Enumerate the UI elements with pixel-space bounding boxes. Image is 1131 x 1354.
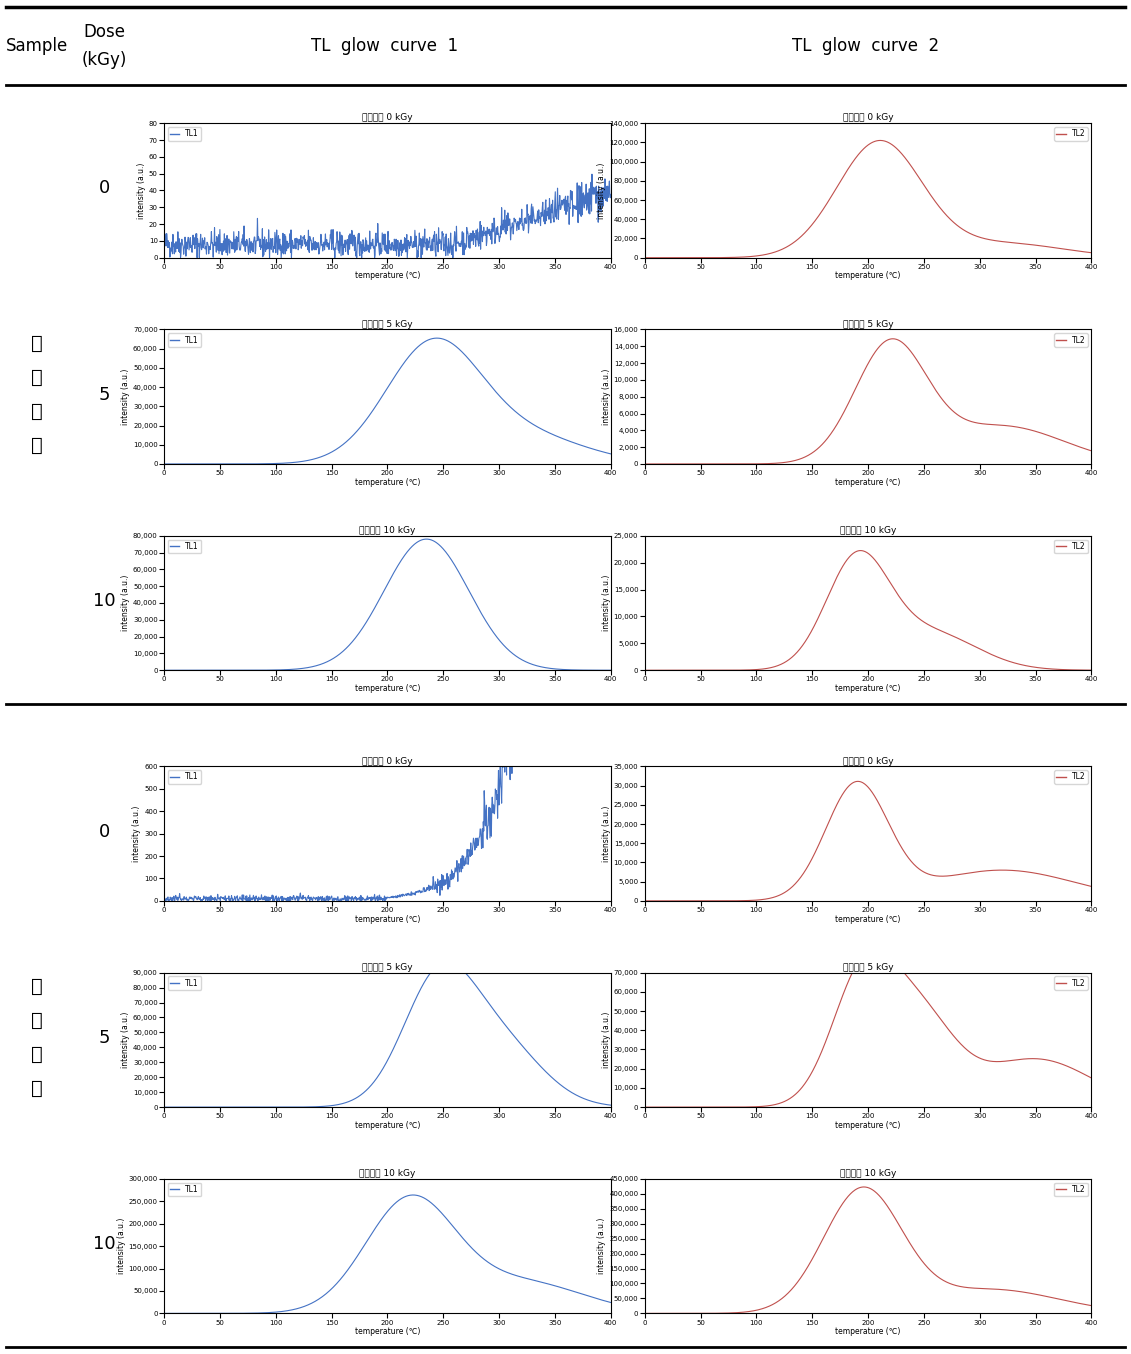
X-axis label: temperature (℃): temperature (℃) bbox=[836, 1121, 900, 1129]
Y-axis label: intensity (a.u.): intensity (a.u.) bbox=[121, 368, 130, 425]
Legend: TL1: TL1 bbox=[167, 1182, 201, 1197]
Y-axis label: intensity (a.u.): intensity (a.u.) bbox=[602, 1011, 611, 1068]
Text: 10: 10 bbox=[93, 1235, 116, 1252]
X-axis label: temperature (℃): temperature (℃) bbox=[355, 1121, 420, 1129]
Legend: TL2: TL2 bbox=[1054, 976, 1088, 990]
Title: 오미자차 10 kGy: 오미자차 10 kGy bbox=[360, 1169, 415, 1178]
X-axis label: temperature (℃): temperature (℃) bbox=[836, 478, 900, 486]
Legend: TL2: TL2 bbox=[1054, 770, 1088, 784]
Legend: TL2: TL2 bbox=[1054, 127, 1088, 141]
Text: 옥
수
수
차: 옥 수 수 차 bbox=[31, 334, 43, 455]
Text: 0: 0 bbox=[100, 823, 110, 841]
Y-axis label: intensity (a.u.): intensity (a.u.) bbox=[602, 368, 611, 425]
Text: TL  glow  curve  2: TL glow curve 2 bbox=[792, 37, 939, 56]
X-axis label: temperature (℃): temperature (℃) bbox=[355, 271, 420, 280]
Text: TL  glow  curve  1: TL glow curve 1 bbox=[311, 37, 458, 56]
Text: Sample: Sample bbox=[6, 37, 68, 56]
Text: 10: 10 bbox=[93, 592, 116, 609]
Text: (kGy): (kGy) bbox=[81, 50, 128, 69]
Y-axis label: intensity (a.u.): intensity (a.u.) bbox=[602, 806, 611, 861]
X-axis label: temperature (℃): temperature (℃) bbox=[355, 684, 420, 693]
Y-axis label: intensity (a.u.): intensity (a.u.) bbox=[132, 806, 141, 861]
Title: 옥수수차 0 kGy: 옥수수차 0 kGy bbox=[843, 114, 893, 122]
X-axis label: temperature (℃): temperature (℃) bbox=[836, 1327, 900, 1336]
Title: 옥수수차 10 kGy: 옥수수차 10 kGy bbox=[360, 525, 415, 535]
Title: 오미자차 0 kGy: 오미자차 0 kGy bbox=[362, 757, 413, 765]
Title: 오미자차 5 kGy: 오미자차 5 kGy bbox=[843, 963, 893, 972]
Legend: TL1: TL1 bbox=[167, 127, 201, 141]
Title: 옥수수차 0 kGy: 옥수수차 0 kGy bbox=[362, 114, 413, 122]
Legend: TL2: TL2 bbox=[1054, 539, 1088, 554]
Legend: TL1: TL1 bbox=[167, 770, 201, 784]
X-axis label: temperature (℃): temperature (℃) bbox=[836, 684, 900, 693]
X-axis label: temperature (℃): temperature (℃) bbox=[355, 914, 420, 923]
Title: 옥수수차 5 kGy: 옥수수차 5 kGy bbox=[362, 320, 413, 329]
Y-axis label: intensity (a.u.): intensity (a.u.) bbox=[602, 575, 611, 631]
Title: 옥수수차 10 kGy: 옥수수차 10 kGy bbox=[840, 525, 896, 535]
X-axis label: temperature (℃): temperature (℃) bbox=[836, 914, 900, 923]
Y-axis label: intensity (a.u.): intensity (a.u.) bbox=[121, 1011, 130, 1068]
X-axis label: temperature (℃): temperature (℃) bbox=[836, 271, 900, 280]
X-axis label: temperature (℃): temperature (℃) bbox=[355, 478, 420, 486]
Y-axis label: intensity (a.u.): intensity (a.u.) bbox=[597, 1219, 606, 1274]
Text: 오
미
자
차: 오 미 자 차 bbox=[31, 978, 43, 1098]
Text: Dose: Dose bbox=[84, 23, 126, 42]
Legend: TL1: TL1 bbox=[167, 976, 201, 990]
Title: 오미자차 5 kGy: 오미자차 5 kGy bbox=[362, 963, 413, 972]
Title: 옥수수차 5 kGy: 옥수수차 5 kGy bbox=[843, 320, 893, 329]
Legend: TL2: TL2 bbox=[1054, 1182, 1088, 1197]
Y-axis label: intensity (a.u.): intensity (a.u.) bbox=[121, 575, 130, 631]
Legend: TL2: TL2 bbox=[1054, 333, 1088, 347]
Y-axis label: intensity (a.u.): intensity (a.u.) bbox=[597, 162, 606, 218]
Text: 5: 5 bbox=[98, 386, 111, 403]
Title: 오미자차 10 kGy: 오미자차 10 kGy bbox=[840, 1169, 896, 1178]
Text: 0: 0 bbox=[100, 180, 110, 198]
Y-axis label: intensity (a.u.): intensity (a.u.) bbox=[137, 162, 146, 218]
X-axis label: temperature (℃): temperature (℃) bbox=[355, 1327, 420, 1336]
Y-axis label: intensity (a.u.): intensity (a.u.) bbox=[116, 1219, 126, 1274]
Legend: TL1: TL1 bbox=[167, 539, 201, 554]
Legend: TL1: TL1 bbox=[167, 333, 201, 347]
Title: 오미자차 0 kGy: 오미자차 0 kGy bbox=[843, 757, 893, 765]
Text: 5: 5 bbox=[98, 1029, 111, 1047]
